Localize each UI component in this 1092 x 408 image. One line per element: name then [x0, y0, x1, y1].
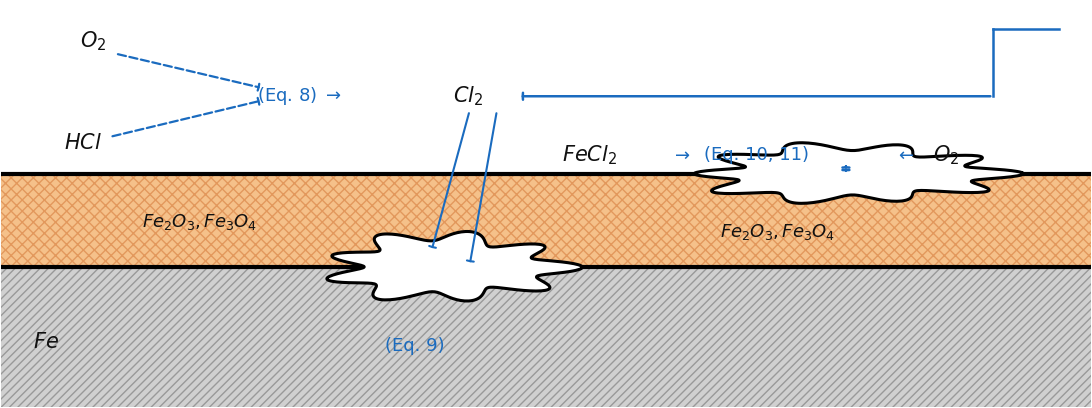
- Text: $Fe_2O_3, Fe_3O_4$: $Fe_2O_3, Fe_3O_4$: [721, 222, 835, 242]
- Text: $FeCl_2$: $FeCl_2$: [562, 143, 617, 167]
- Text: $Cl_2$: $Cl_2$: [453, 84, 484, 108]
- Text: (Eq. 10, 11): (Eq. 10, 11): [704, 146, 809, 164]
- Text: (Eq. 9): (Eq. 9): [385, 337, 444, 355]
- Polygon shape: [327, 231, 582, 301]
- Text: $\leftarrow$: $\leftarrow$: [895, 146, 914, 164]
- Text: $HCl$: $HCl$: [63, 133, 102, 153]
- Text: $Fe$: $Fe$: [34, 332, 59, 352]
- Text: $O_2$: $O_2$: [934, 143, 960, 167]
- Bar: [1, 267, 1091, 407]
- Polygon shape: [695, 143, 1023, 203]
- Text: $Fe_2O_3, Fe_3O_4$: $Fe_2O_3, Fe_3O_4$: [142, 212, 258, 232]
- Bar: [1, 173, 1091, 267]
- Text: (Eq. 8) $\rightarrow$: (Eq. 8) $\rightarrow$: [257, 85, 342, 107]
- Bar: [1, 173, 1091, 267]
- Text: $\rightarrow$: $\rightarrow$: [672, 146, 691, 164]
- Text: $O_2$: $O_2$: [80, 29, 107, 53]
- Bar: [1, 267, 1091, 407]
